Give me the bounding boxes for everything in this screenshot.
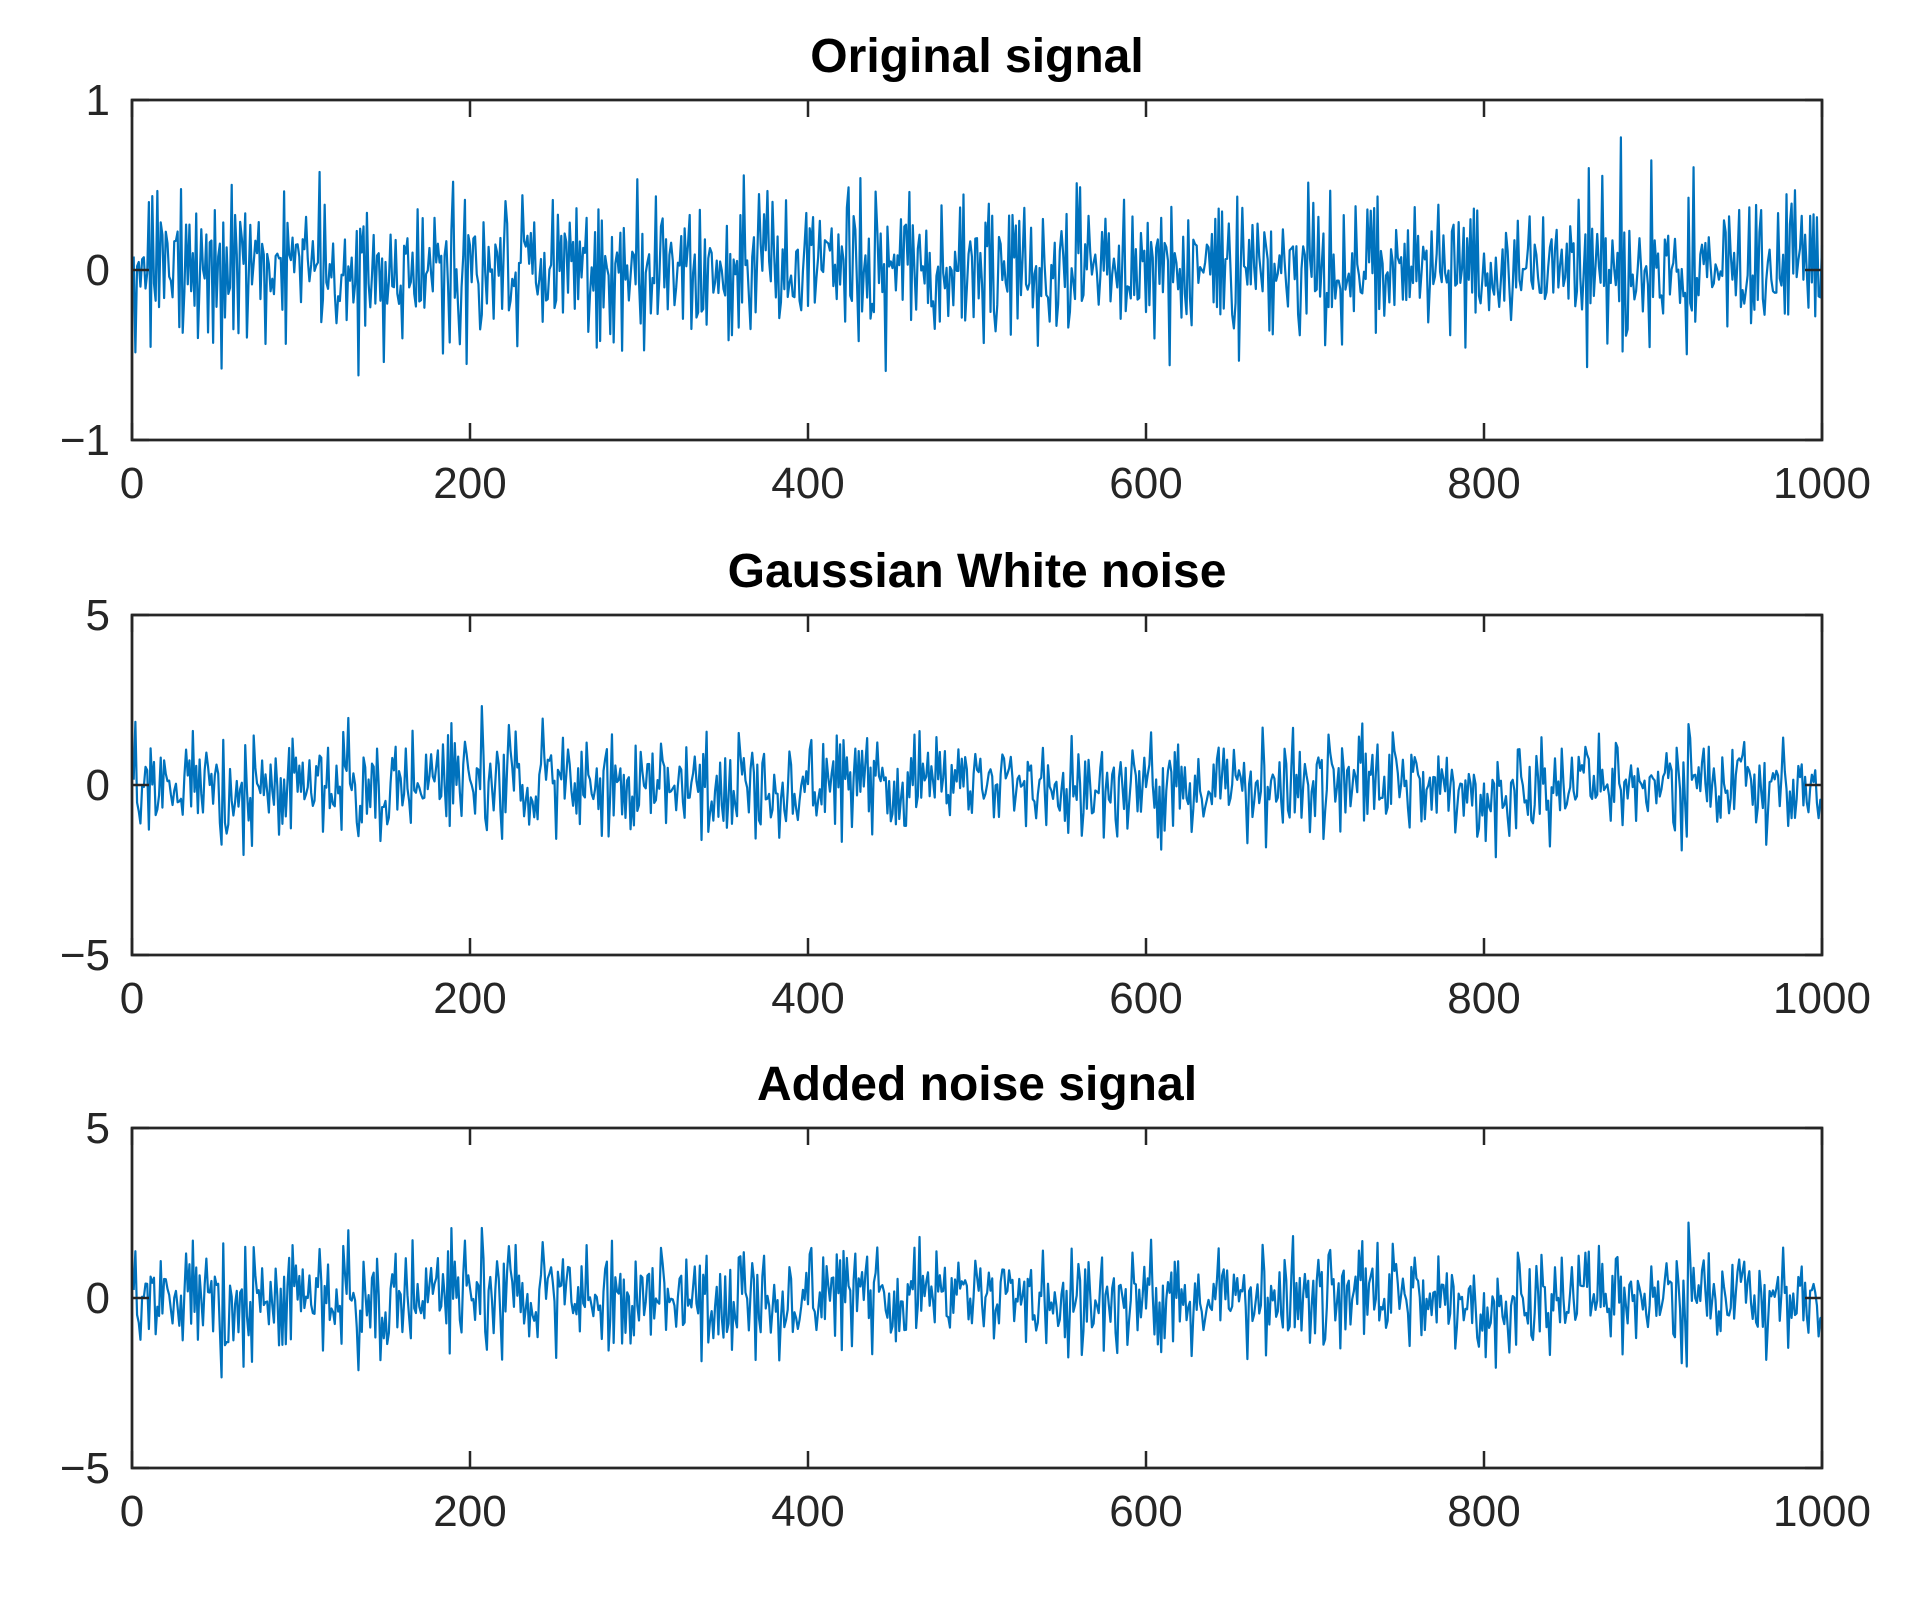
x-tick-label: 600 [1109, 974, 1182, 1023]
series-line [132, 136, 1824, 377]
x-tick-label: 1000 [1773, 1487, 1871, 1536]
x-tick-label: 400 [771, 1487, 844, 1536]
x-tick-label: 800 [1447, 459, 1520, 508]
x-tick-label: 0 [120, 459, 144, 508]
y-tick-label: −5 [60, 1444, 110, 1493]
y-tick-label: −1 [60, 416, 110, 465]
x-tick-label: 800 [1447, 1487, 1520, 1536]
x-tick-label: 1000 [1773, 459, 1871, 508]
subplot-title: Gaussian White noise [728, 545, 1227, 598]
axes-box [130, 1126, 1824, 1470]
y-tick-label: 5 [86, 1104, 110, 1153]
x-tick-label: 1000 [1773, 974, 1871, 1023]
x-tick-label: 400 [771, 459, 844, 508]
x-tick-label: 200 [433, 459, 506, 508]
x-tick-label: 0 [120, 974, 144, 1023]
x-tick-label: 600 [1109, 1487, 1182, 1536]
y-tick-label: 1 [86, 76, 110, 125]
y-tick-label: 0 [86, 246, 110, 295]
x-tick-label: 200 [433, 974, 506, 1023]
y-tick-label: 5 [86, 591, 110, 640]
x-tick-label: 800 [1447, 974, 1520, 1023]
x-tick-label: 400 [771, 974, 844, 1023]
x-tick-label: 200 [433, 1487, 506, 1536]
subplot-title: Original signal [810, 30, 1143, 83]
y-tick-label: 0 [86, 1274, 110, 1323]
series-line [132, 1221, 1823, 1379]
y-tick-label: 0 [86, 761, 110, 810]
x-tick-label: 600 [1109, 459, 1182, 508]
series-line [132, 704, 1824, 859]
axes-box [130, 613, 1824, 957]
y-tick-label: −5 [60, 931, 110, 980]
x-tick-label: 0 [120, 1487, 144, 1536]
subplot-title: Added noise signal [757, 1058, 1197, 1111]
